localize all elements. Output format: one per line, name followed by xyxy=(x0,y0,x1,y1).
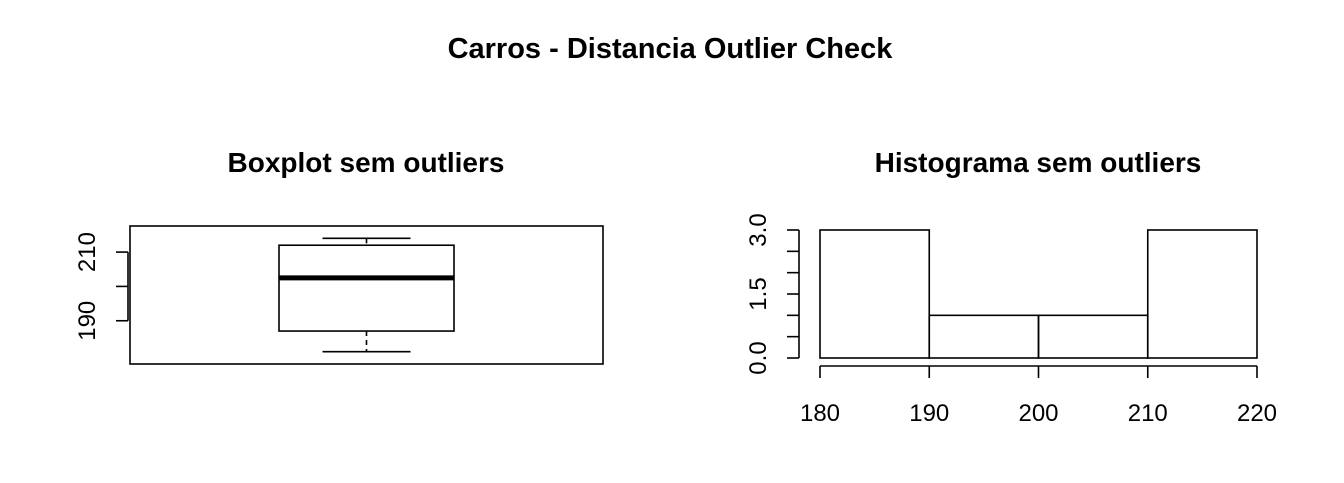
histogram-x-tick-label: 200 xyxy=(1018,400,1058,427)
boxplot-panel: Boxplot sem outliers 190 210 xyxy=(74,147,604,365)
boxplot-title: Boxplot sem outliers xyxy=(228,147,505,178)
histogram-x-tick-label: 210 xyxy=(1128,400,1168,427)
boxplot-box xyxy=(278,244,455,332)
histogram-panel: Histograma sem outliers 180 190 200 210 220 0… xyxy=(745,147,1277,427)
histogram-x-tick-label: 180 xyxy=(800,400,840,427)
figure-title: Carros - Distancia Outlier Check xyxy=(448,33,894,65)
histogram-y-tick-label: 0.0 xyxy=(745,341,772,374)
boxplot-y-tick-label: 190 xyxy=(74,301,101,341)
histogram-title: Histograma sem outliers xyxy=(875,147,1202,178)
histogram-bar xyxy=(1146,229,1258,359)
histogram-bar xyxy=(819,229,931,359)
histogram-y-tick-label: 1.5 xyxy=(745,277,772,310)
histogram-x-tick-label: 190 xyxy=(909,400,949,427)
histogram-bar xyxy=(1037,314,1149,359)
boxplot-frame xyxy=(129,225,604,365)
boxplot-y-tick-label: 210 xyxy=(74,232,101,272)
histogram-y-tick-label: 3.0 xyxy=(745,213,772,246)
histogram-bar xyxy=(928,314,1040,359)
histogram-x-tick-label: 220 xyxy=(1237,400,1277,427)
